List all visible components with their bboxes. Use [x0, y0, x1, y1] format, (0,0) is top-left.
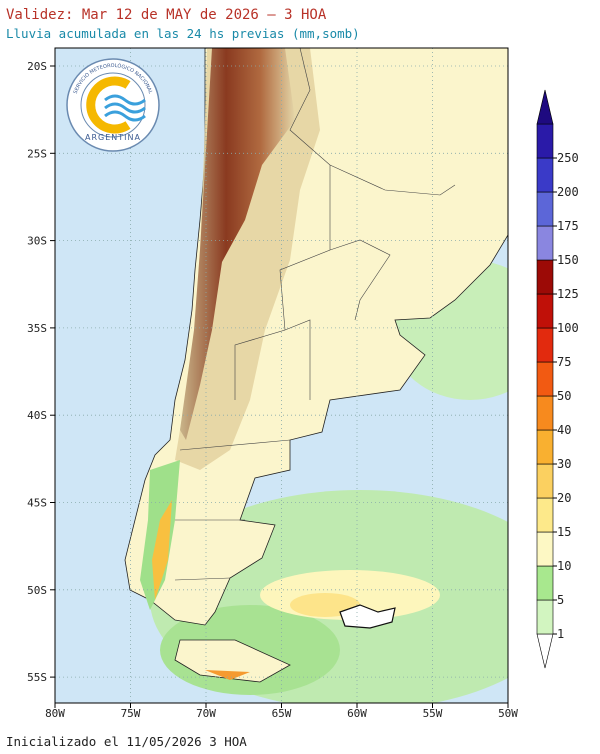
colorbar-label: 150: [557, 253, 579, 267]
colorbar-label: 5: [557, 593, 564, 607]
title: Validez: Mar 12 de MAY de 2026 — 3 HOA: [6, 7, 327, 23]
andes: [180, 48, 295, 440]
colorbar-cell: [536, 463, 554, 499]
lon-label: 70W: [196, 707, 216, 720]
lon-label: 60W: [347, 707, 367, 720]
colorbar-end: [536, 89, 554, 125]
colorbar-label: 10: [557, 559, 571, 573]
logo-sun: [86, 76, 131, 134]
map: [55, 48, 508, 703]
borders: [174, 48, 456, 581]
colorbar-cell: [536, 259, 554, 295]
colorbar-cell: [536, 327, 554, 363]
lat-label: 40S: [27, 409, 47, 422]
lon-label: 55W: [423, 707, 443, 720]
colorbar-cell: [536, 225, 554, 261]
colorbar-label: 15: [557, 525, 571, 539]
lat-label: 45S: [27, 497, 47, 510]
colorbar-cell: [536, 531, 554, 567]
lon-label: 50W: [498, 707, 518, 720]
colorbar-label: 1: [557, 627, 564, 641]
colorbar-label: 200: [557, 185, 579, 199]
logo: SERVICIO METEOROLÓGICO NACIONAL ARGENTIN…: [66, 58, 160, 152]
rain-area: [152, 500, 172, 600]
colorbar-label: 40: [557, 423, 571, 437]
colorbar-cell: [536, 599, 554, 635]
lat-label: 35S: [27, 322, 47, 335]
colorbar-cell: [536, 395, 554, 431]
axis-labels: 20S 25S 30S 35S 40S 45S 50S 55S 80W 75W 70W 65W 60W 5…: [27, 60, 518, 720]
colorbar-label: 250: [557, 151, 579, 165]
lon-label: 80W: [45, 707, 65, 720]
colorbar-end: [536, 633, 554, 669]
colorbar-label: 30: [557, 457, 571, 471]
colorbar-cell: [536, 565, 554, 601]
colorbar-label: 125: [557, 287, 579, 301]
colorbar-cell: [536, 497, 554, 533]
colorbar-label: 50: [557, 389, 571, 403]
islands: [339, 604, 396, 629]
subtitle: Lluvia acumulada en las 24 hs previas (m…: [6, 26, 360, 41]
footer: Inicializado el 11/05/2026 3 HOA: [6, 734, 247, 749]
colorbar-label: 175: [557, 219, 579, 233]
logo-country: ARGENTINA: [85, 133, 141, 142]
land: [174, 639, 291, 683]
lon-label: 65W: [272, 707, 292, 720]
lat-label: 25S: [27, 147, 47, 160]
lon-label: 75W: [121, 707, 141, 720]
colorbar-cell: [536, 361, 554, 397]
colorbar-label: 20: [557, 491, 571, 505]
colorbar-cell: [536, 191, 554, 227]
lat-label: 55S: [27, 671, 47, 684]
colorbar-label: 75: [557, 355, 571, 369]
colorbar-cell: [536, 157, 554, 193]
lat-label: 50S: [27, 584, 47, 597]
lat-label: 30S: [27, 235, 47, 248]
rain-area: [205, 670, 250, 680]
lat-label: 20S: [27, 60, 47, 73]
colorbar-cell: [536, 429, 554, 465]
logo-waves: [104, 94, 146, 122]
colorbar-cell: [536, 293, 554, 329]
colorbar-label: 100: [557, 321, 579, 335]
colorbar-cell: [536, 123, 554, 159]
